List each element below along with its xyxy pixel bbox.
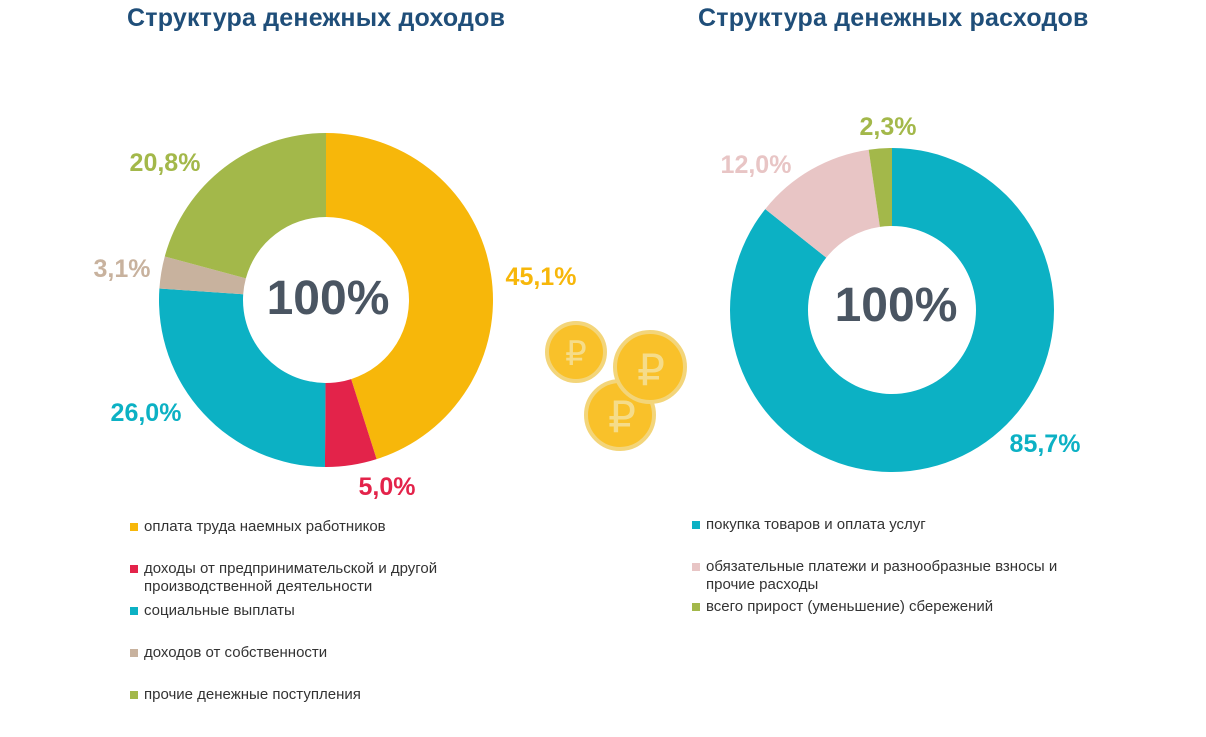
expense-legend: покупка товаров и оплата услуг обязательн… bbox=[692, 516, 1122, 636]
ruble-coins-icon: ₽ ₽ ₽ bbox=[545, 321, 687, 451]
legend-label: доходов от собственности bbox=[144, 644, 328, 661]
legend-swatch bbox=[130, 565, 138, 573]
legend-swatch bbox=[692, 603, 700, 611]
data-label: 2,3% bbox=[860, 113, 917, 141]
donut-slice bbox=[765, 149, 880, 258]
income-donut-chart: 45,1% 5,0% 26,0% 3,1% 20,8% bbox=[94, 133, 577, 501]
income-center-label: 100% bbox=[267, 272, 390, 325]
donut-slice bbox=[324, 379, 377, 467]
data-label: 20,8% bbox=[130, 149, 201, 177]
legend-swatch bbox=[130, 607, 138, 615]
legend-label: социальные выплаты bbox=[144, 602, 295, 619]
legend-label: покупка товаров и оплата услуг bbox=[706, 516, 926, 533]
expense-center-label: 100% bbox=[835, 279, 958, 332]
legend-swatch bbox=[692, 521, 700, 529]
data-label: 85,7% bbox=[1010, 430, 1081, 458]
donut-slice bbox=[326, 133, 494, 460]
expense-chart-title: Структура денежных расходов bbox=[698, 4, 1089, 32]
legend-label: оплата труда наемных работников bbox=[144, 518, 386, 535]
donut-slice bbox=[159, 256, 246, 295]
svg-text:₽: ₽ bbox=[565, 334, 587, 374]
coin-icon: ₽ bbox=[545, 321, 607, 383]
legend-label: обязательные платежи и разнообразные взн… bbox=[706, 558, 1058, 593]
income-chart-title: Структура денежных доходов bbox=[127, 4, 506, 32]
donut-slice bbox=[730, 148, 1054, 472]
data-label: 26,0% bbox=[111, 399, 182, 427]
legend-swatch bbox=[692, 563, 700, 571]
legend-swatch bbox=[130, 649, 138, 657]
data-label: 5,0% bbox=[359, 473, 416, 501]
coin-icon: ₽ bbox=[613, 330, 687, 404]
legend-label: всего прирост (уменьшение) сбережений bbox=[706, 598, 994, 615]
data-label: 3,1% bbox=[94, 255, 151, 283]
data-label: 45,1% bbox=[506, 263, 577, 291]
legend-label: прочие денежные поступления bbox=[144, 686, 361, 703]
data-label: 12,0% bbox=[721, 151, 792, 179]
legend-label: доходы от предпринимательской и другой п… bbox=[144, 560, 438, 595]
donut-slice bbox=[164, 133, 326, 279]
expense-donut-chart: 85,7% 12,0% 2,3% bbox=[721, 113, 1081, 472]
donut-slice bbox=[158, 288, 326, 467]
donut-slice bbox=[868, 148, 892, 227]
legend-swatch bbox=[130, 523, 138, 531]
svg-text:₽: ₽ bbox=[608, 392, 636, 443]
legend-swatch bbox=[130, 691, 138, 699]
income-legend: оплата труда наемных работников доходы от… bbox=[130, 518, 530, 718]
svg-text:₽: ₽ bbox=[637, 345, 665, 396]
